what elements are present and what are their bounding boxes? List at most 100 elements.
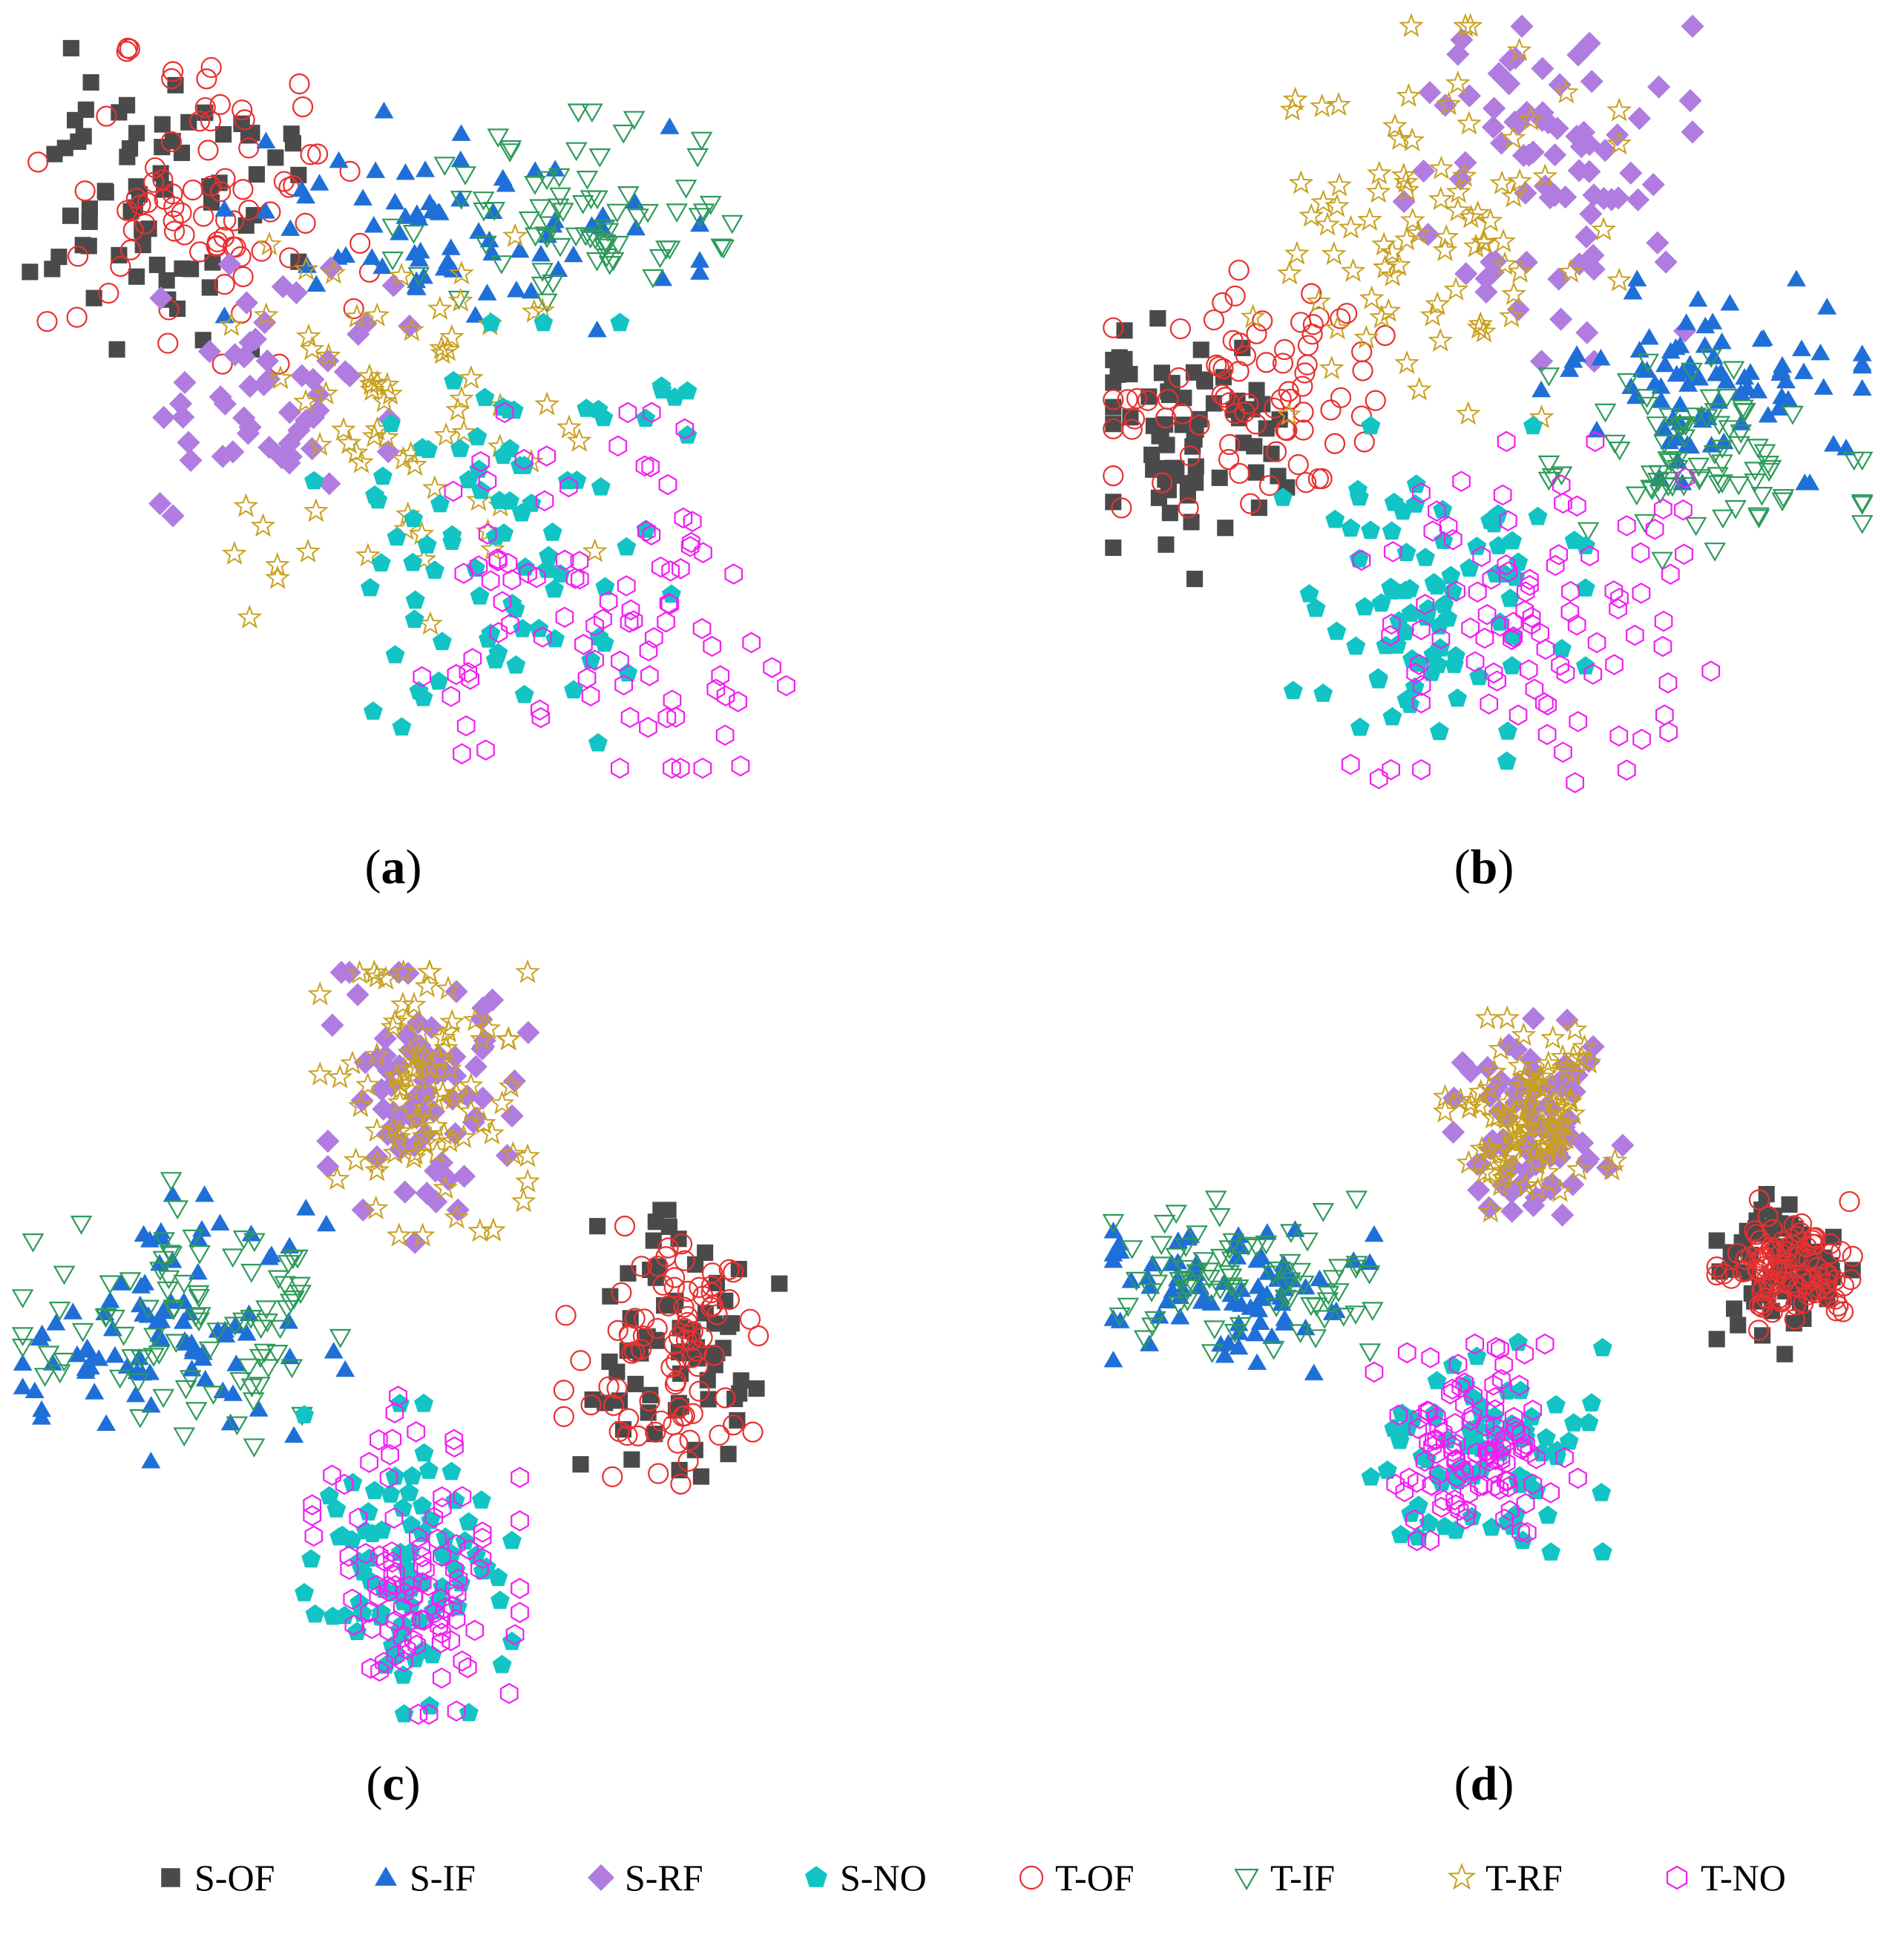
point-t-no bbox=[1495, 1508, 1514, 1530]
point-s-no bbox=[1581, 1393, 1601, 1412]
point-t-if bbox=[1345, 1256, 1368, 1276]
point-t-no bbox=[1498, 510, 1517, 531]
point-t-no bbox=[1434, 1421, 1453, 1443]
panel-b: (b) bbox=[1103, 13, 1874, 894]
point-t-if bbox=[1727, 476, 1750, 496]
point-s-rf bbox=[1627, 107, 1651, 131]
point-t-of bbox=[723, 1262, 744, 1283]
point-t-if bbox=[612, 124, 635, 144]
point-s-of bbox=[1148, 459, 1165, 477]
point-s-no bbox=[1563, 1413, 1583, 1432]
point-s-rf bbox=[1522, 1193, 1546, 1217]
panel-b-series-t-no bbox=[1341, 430, 1721, 793]
point-t-no bbox=[674, 507, 693, 529]
legend-marker-t-no bbox=[1666, 1865, 1688, 1890]
point-t-no bbox=[499, 552, 518, 574]
point-s-no bbox=[1488, 536, 1509, 554]
point-s-if bbox=[215, 1320, 235, 1338]
point-t-of bbox=[639, 1390, 660, 1412]
point-s-if bbox=[404, 243, 424, 260]
point-s-of bbox=[1158, 536, 1175, 553]
point-t-rf bbox=[307, 981, 333, 1006]
point-t-no bbox=[431, 1632, 450, 1654]
point-t-if bbox=[1577, 522, 1600, 542]
point-s-no bbox=[492, 1654, 512, 1674]
point-s-of bbox=[22, 263, 39, 281]
point-t-of bbox=[122, 219, 144, 241]
point-t-no bbox=[1486, 1416, 1505, 1438]
point-t-rf bbox=[1443, 276, 1469, 301]
point-s-if bbox=[1249, 1300, 1269, 1317]
legend: S-OF S-IF S-RF S-NO T-OF T-IF T-RF T-NO bbox=[161, 1857, 1786, 1898]
point-s-rf bbox=[1529, 350, 1554, 373]
point-t-no bbox=[641, 456, 660, 478]
point-s-no bbox=[651, 376, 672, 395]
point-s-no bbox=[1427, 1371, 1447, 1389]
point-t-if bbox=[174, 1380, 197, 1400]
point-t-no bbox=[478, 471, 497, 492]
point-s-if bbox=[1688, 289, 1708, 307]
point-t-rf bbox=[1494, 1005, 1520, 1029]
point-t-if bbox=[490, 255, 513, 275]
point-s-if bbox=[32, 1324, 52, 1342]
point-t-if bbox=[1198, 1269, 1221, 1289]
point-t-if bbox=[1278, 1272, 1301, 1292]
point-t-no bbox=[458, 1656, 477, 1679]
point-t-no bbox=[505, 1624, 525, 1645]
point-s-if bbox=[63, 1302, 83, 1320]
point-s-of bbox=[1215, 369, 1232, 386]
point-s-no bbox=[1392, 1403, 1412, 1422]
point-t-no bbox=[447, 1584, 467, 1605]
point-t-no bbox=[1447, 580, 1466, 602]
point-t-of bbox=[110, 255, 131, 278]
point-t-of bbox=[621, 1343, 643, 1364]
point-t-of bbox=[1229, 462, 1250, 484]
point-t-no bbox=[340, 1559, 359, 1580]
point-t-of bbox=[631, 1256, 652, 1277]
point-t-if bbox=[1150, 1236, 1173, 1256]
point-s-no bbox=[588, 732, 608, 752]
point-s-no bbox=[1391, 1524, 1411, 1544]
point-s-no bbox=[595, 577, 615, 596]
point-t-if bbox=[1646, 416, 1668, 436]
point-s-no bbox=[1361, 1466, 1381, 1486]
point-t-no bbox=[1389, 1404, 1408, 1426]
point-t-of bbox=[1805, 1233, 1826, 1255]
point-t-no bbox=[694, 542, 712, 563]
point-t-no bbox=[404, 1630, 423, 1651]
point-t-of bbox=[1219, 433, 1241, 456]
point-t-of bbox=[1245, 413, 1267, 435]
point-t-no bbox=[407, 1634, 427, 1656]
point-t-of bbox=[1745, 1224, 1767, 1245]
point-t-of bbox=[1784, 1308, 1805, 1330]
point-t-of bbox=[223, 210, 245, 232]
point-s-if bbox=[195, 1369, 215, 1387]
point-s-rf bbox=[1626, 188, 1650, 212]
point-t-rf bbox=[1282, 86, 1308, 111]
point-t-rf bbox=[1399, 13, 1424, 37]
point-t-rf bbox=[1240, 304, 1266, 328]
point-t-rf bbox=[1507, 1052, 1533, 1078]
point-s-if bbox=[1792, 339, 1811, 356]
point-s-no bbox=[488, 643, 508, 662]
point-t-rf bbox=[1419, 302, 1445, 327]
point-t-if bbox=[1704, 543, 1727, 562]
point-t-no bbox=[382, 1541, 401, 1563]
point-s-if bbox=[329, 151, 349, 168]
point-t-if bbox=[1209, 1280, 1232, 1300]
point-s-rf bbox=[453, 1164, 476, 1188]
point-t-rf bbox=[382, 1139, 408, 1164]
point-t-no bbox=[1645, 518, 1664, 540]
point-t-of bbox=[36, 311, 58, 332]
point-t-if bbox=[1304, 1329, 1327, 1348]
point-t-of bbox=[1324, 433, 1346, 454]
point-t-of bbox=[232, 266, 254, 287]
point-t-rf bbox=[1359, 285, 1385, 309]
point-s-of bbox=[1109, 366, 1126, 383]
point-t-no bbox=[370, 1429, 388, 1451]
point-t-if bbox=[1237, 1236, 1259, 1256]
point-t-rf bbox=[1477, 1075, 1503, 1100]
point-s-no bbox=[390, 1393, 410, 1412]
point-s-no bbox=[430, 494, 450, 513]
point-t-if bbox=[237, 1358, 260, 1378]
